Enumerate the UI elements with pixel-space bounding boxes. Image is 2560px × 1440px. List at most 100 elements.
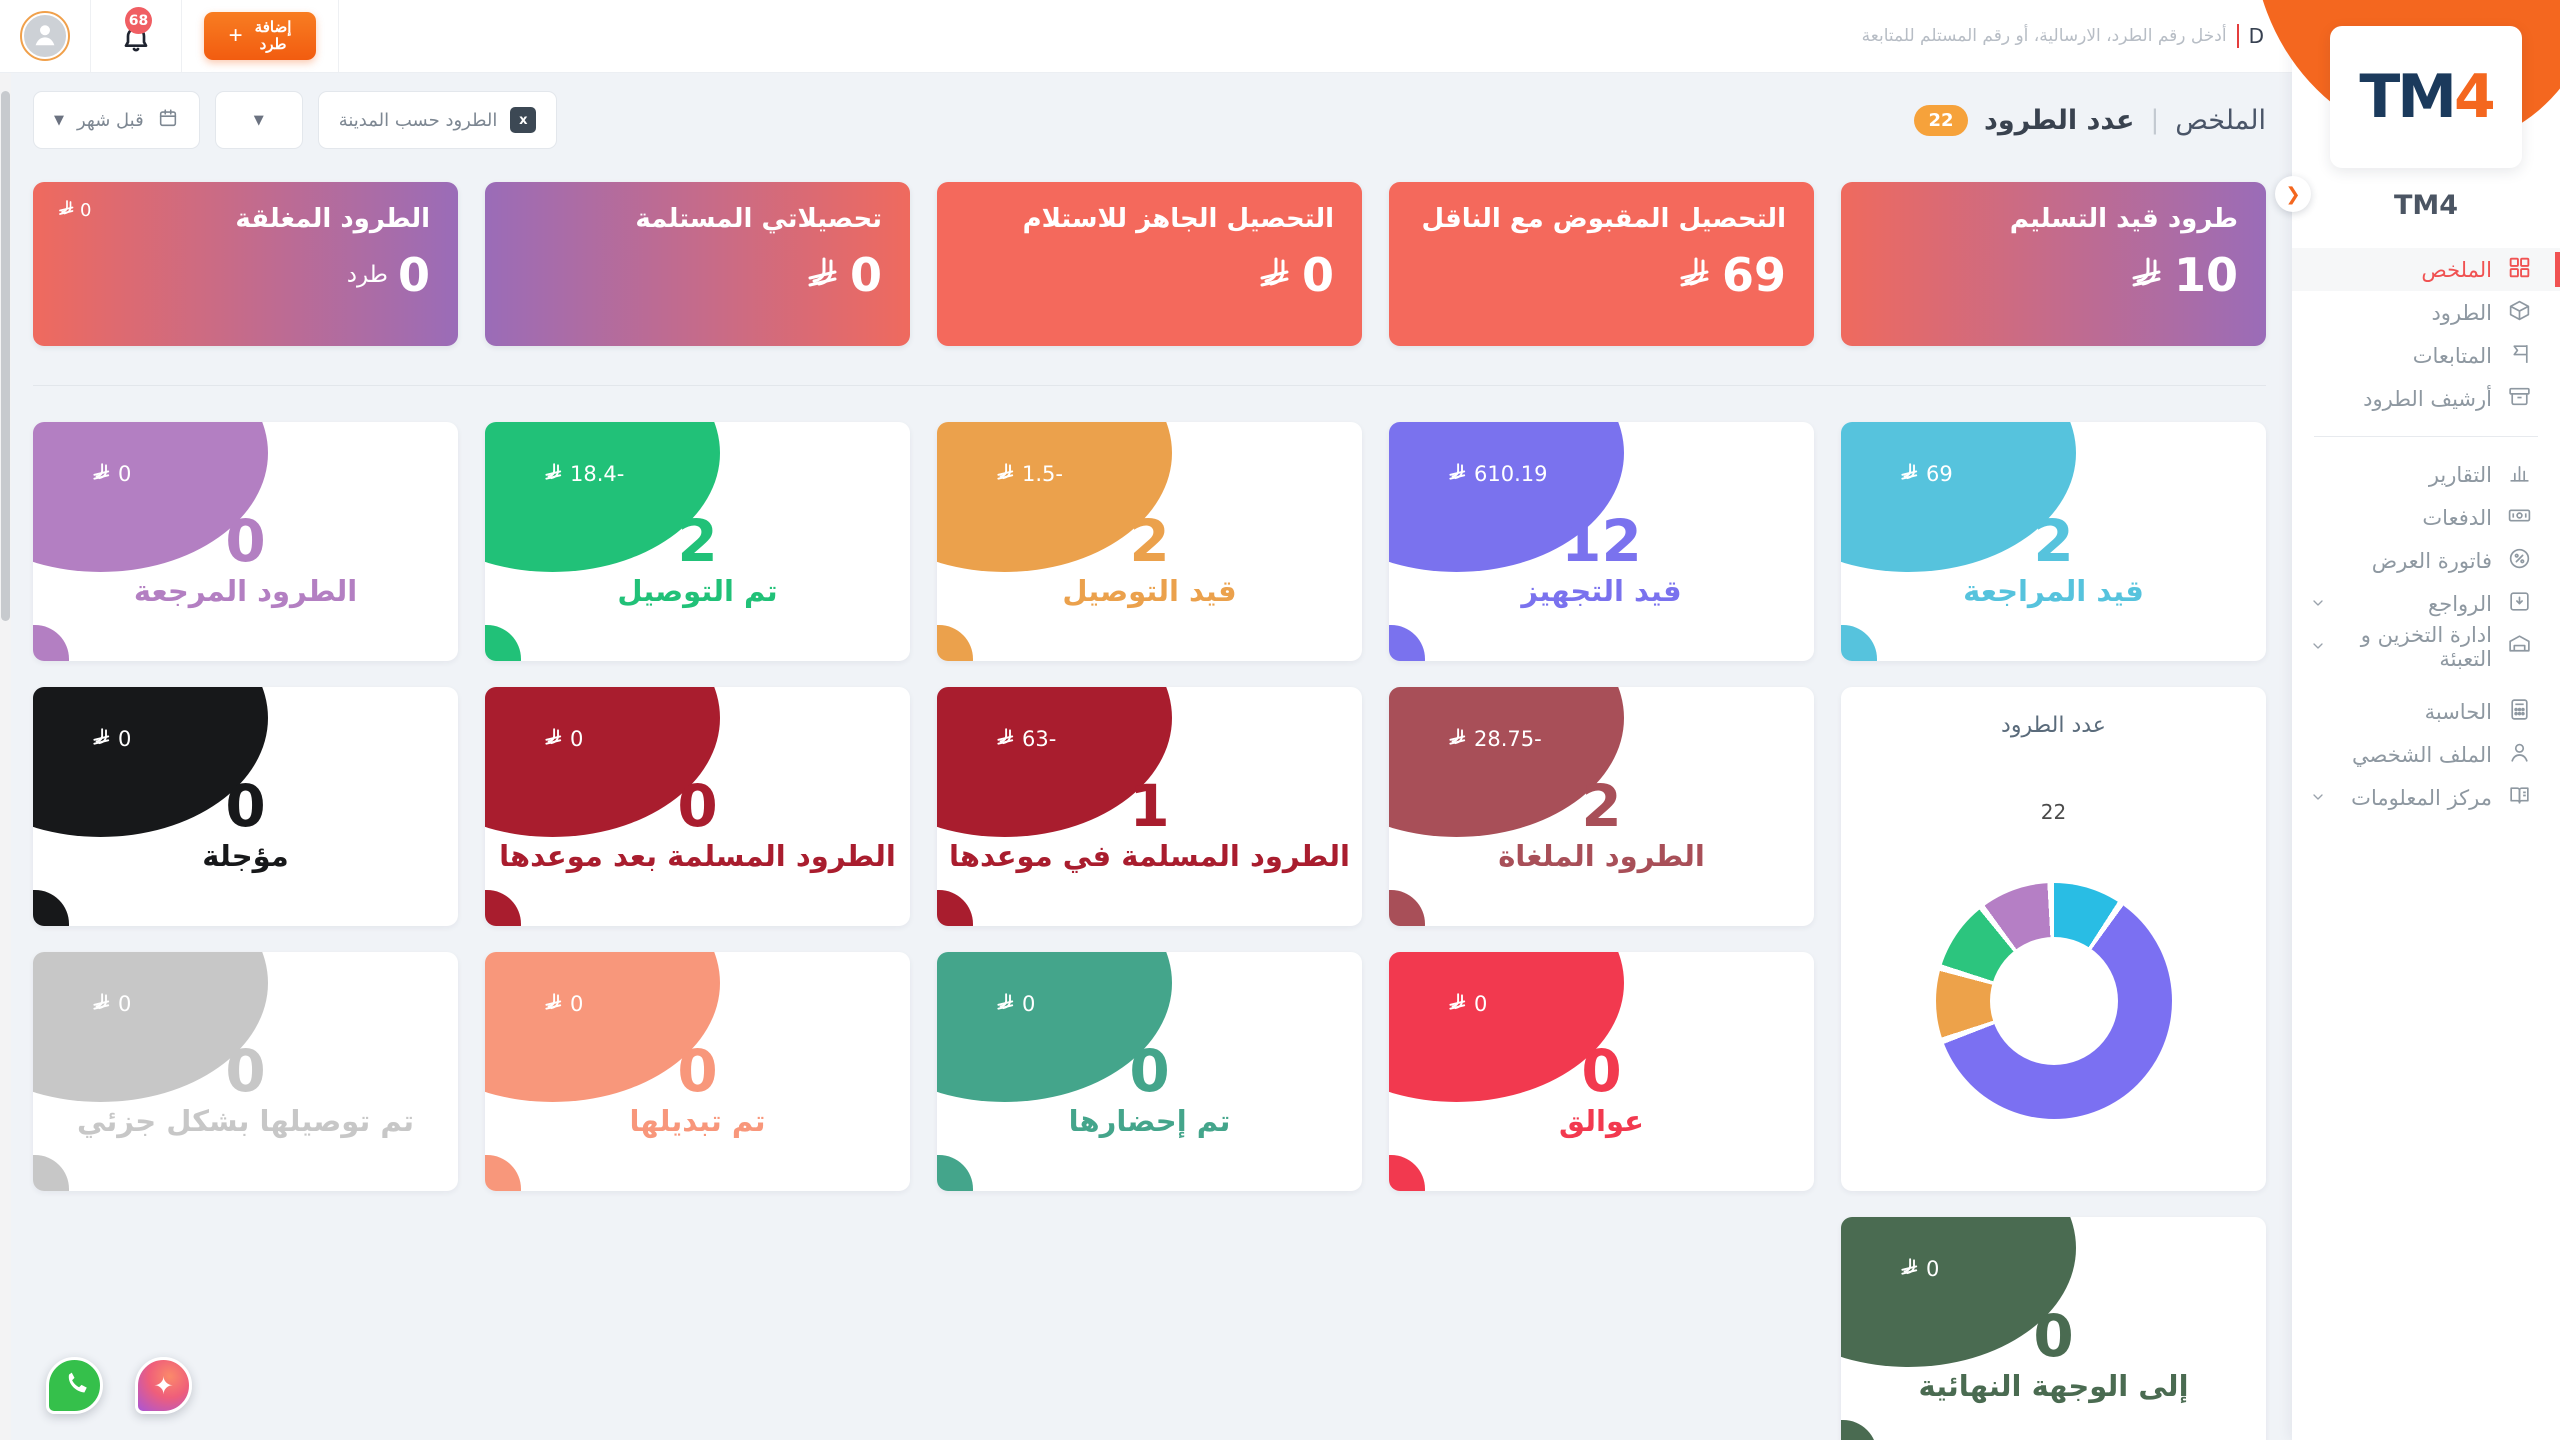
- status-label: تم التوصيل: [617, 573, 778, 608]
- sidebar-item-label: الطرود: [2431, 300, 2492, 325]
- sidebar-item-followups[interactable]: المتابعات: [2292, 334, 2560, 377]
- parcels-by-city-button[interactable]: x الطرود حسب المدينة: [317, 91, 558, 149]
- breadcrumb: الملخص | عدد الطرود 22: [1914, 104, 2266, 136]
- add-parcel-button[interactable]: إضافة طرد +: [204, 12, 316, 60]
- sidebar-item-label: التقارير: [2428, 462, 2492, 487]
- page-subtitle: عدد الطرود: [1984, 104, 2135, 136]
- sidebar-item-label: الملف الشخصي: [2352, 742, 2492, 767]
- excel-file-icon: x: [510, 107, 537, 133]
- summary-card-closed-parcels[interactable]: 0 الطرود المغلقة 0 طرد: [33, 182, 458, 346]
- sar-currency-icon: [1447, 727, 1467, 751]
- calculator-icon: [2507, 697, 2532, 727]
- vertical-scrollbar: [0, 73, 11, 1440]
- chevron-down-icon: ▼: [253, 112, 264, 128]
- ai-assistant-chat-button[interactable]: ✦: [135, 1357, 192, 1414]
- corner-amount: -1.5: [995, 462, 1063, 486]
- summary-card-my-received-collections[interactable]: تحصيلاتي المستلمة 0: [485, 182, 910, 346]
- status-card-to-final-destination[interactable]: 0 0 إلى الوجهة النهائية: [1841, 1217, 2266, 1440]
- summary-card-label: التحصيل الجاهز للاستلام: [1022, 204, 1334, 234]
- status-card-cancelled[interactable]: -28.75 2 الطرود الملغاة: [1389, 687, 1814, 926]
- status-card-out-for-delivery[interactable]: -1.5 2 قيد التوصيل: [937, 422, 1362, 661]
- empty-filter-select[interactable]: ▼: [214, 91, 303, 149]
- scrollbar-thumb[interactable]: [1, 91, 10, 621]
- status-label: مؤجلة: [202, 838, 289, 873]
- sidebar-item-reports[interactable]: التقارير: [2292, 453, 2560, 496]
- status-card-delivered[interactable]: -18.4 2 تم التوصيل: [485, 422, 910, 661]
- user-icon: [2507, 740, 2532, 770]
- page-title-row: الملخص | عدد الطرود 22 x الطرود حسب المد…: [33, 90, 2266, 150]
- sar-currency-icon: [543, 992, 563, 1016]
- sar-currency-icon: [1447, 462, 1467, 486]
- inbox-down-icon: [2507, 589, 2532, 619]
- status-card-returned[interactable]: 0 0 الطرود المرجعة: [33, 422, 458, 661]
- notifications-bell-button[interactable]: 68: [113, 7, 159, 59]
- status-value: 0: [225, 506, 266, 575]
- brand-logo[interactable]: TM4: [2330, 26, 2522, 168]
- page-title: الملخص: [2175, 104, 2266, 136]
- status-label: الطرود الملغاة: [1498, 838, 1705, 873]
- sar-currency-icon: [57, 200, 75, 221]
- status-value: 0: [225, 1036, 266, 1105]
- status-card-stuck[interactable]: 0 0 عوالق: [1389, 952, 1814, 1191]
- status-card-postponed[interactable]: 0 0 مؤجلة: [33, 687, 458, 926]
- sidebar-item-profile[interactable]: الملف الشخصي: [2292, 733, 2560, 776]
- sar-currency-icon: [995, 462, 1015, 486]
- status-value: 12: [1561, 506, 1642, 575]
- sidebar-item-label: الملخص: [2421, 257, 2492, 282]
- user-avatar[interactable]: [20, 11, 70, 61]
- chevron-down-icon: ▼: [54, 112, 64, 128]
- status-label: إلى الوجهة النهائية: [1918, 1368, 2189, 1403]
- sidebar-item-label: فاتورة العرض: [2371, 548, 2492, 573]
- summary-card-collected-with-carrier[interactable]: التحصيل المقبوض مع الناقل 69: [1389, 182, 1814, 346]
- status-card-delivered-late[interactable]: 0 0 الطرود المسلمة بعد موعدها: [485, 687, 910, 926]
- parcel-count-chart-card[interactable]: عدد الطرود 22: [1841, 687, 2266, 1191]
- period-filter-select[interactable]: قبل شهر ▼: [33, 91, 200, 149]
- title-separator: |: [2150, 105, 2160, 135]
- summary-card-ready-to-collect[interactable]: التحصيل الجاهز للاستلام 0: [937, 182, 1362, 346]
- status-value: 0: [677, 771, 718, 840]
- sidebar-item-storage-packing[interactable]: ادارة التخزين و التعبئة: [2292, 622, 2560, 671]
- sar-currency-icon: [543, 727, 563, 751]
- corner-amount: -18.4: [543, 462, 624, 486]
- status-value: 0: [677, 1036, 718, 1105]
- filters: x الطرود حسب المدينة ▼ قبل شهر ▼: [33, 91, 558, 149]
- sidebar: TM4 TM4 ❮ الملخص الطرود المتابعات أرشيف …: [2252, 0, 2560, 1440]
- status-label: الطرود المرجعة: [133, 573, 358, 608]
- sidebar-item-returns[interactable]: الرواجع: [2292, 582, 2560, 625]
- status-card-partially-delivered[interactable]: 0 0 تم توصيلها بشكل جزئي: [33, 952, 458, 1191]
- whatsapp-button[interactable]: [46, 1357, 103, 1414]
- status-label: قيد التوصيل: [1062, 573, 1237, 608]
- header-divider: [338, 0, 339, 72]
- donut-chart: [1935, 883, 2172, 1119]
- sar-currency-icon: [804, 257, 840, 293]
- sidebar-item-quote-invoice[interactable]: فاتورة العرض: [2292, 539, 2560, 582]
- header-divider: [181, 0, 182, 72]
- status-card-under-review[interactable]: 69 2 قيد المراجعة: [1841, 422, 2266, 661]
- sidebar-item-info-center[interactable]: مركز المعلومات: [2292, 776, 2560, 819]
- status-card-preparing[interactable]: 610.19 12 قيد التجهيز: [1389, 422, 1814, 661]
- sidebar-item-label: ادارة التخزين و التعبئة: [2360, 622, 2492, 671]
- status-card-exchanged[interactable]: 0 0 تم تبديلها: [485, 952, 910, 1191]
- warehouse-icon: [2507, 632, 2532, 662]
- status-label: عوالق: [1559, 1103, 1644, 1138]
- corner-amount: 0: [1447, 992, 1487, 1016]
- add-parcel-label: إضافة طرد: [254, 18, 292, 53]
- whatsapp-phone-icon: [60, 1369, 90, 1403]
- sidebar-item-parcel-archive[interactable]: أرشيف الطرود: [2292, 377, 2560, 420]
- sidebar-item-calculator[interactable]: الحاسبة: [2292, 690, 2560, 733]
- status-label: تم توصيلها بشكل جزئي: [76, 1103, 415, 1138]
- sar-currency-icon: [91, 727, 111, 751]
- sidebar-item-payments[interactable]: الدفعات: [2292, 496, 2560, 539]
- header-controls: إضافة طرد + 68: [0, 0, 339, 72]
- grid-icon: [2507, 255, 2532, 285]
- search-input[interactable]: D أدخل رقم الطرد، الارسالية، أو رقم المس…: [1862, 24, 2292, 48]
- sidebar-item-label: المتابعات: [2412, 343, 2492, 368]
- status-value: 2: [677, 506, 718, 575]
- status-value: 0: [1129, 1036, 1170, 1105]
- sidebar-item-parcels[interactable]: الطرود: [2292, 291, 2560, 334]
- sidebar-collapse-button[interactable]: ❮: [2275, 176, 2311, 212]
- summary-card-in-delivery[interactable]: طرود قيد التسليم 10: [1841, 182, 2266, 346]
- sidebar-item-summary[interactable]: الملخص: [2292, 248, 2560, 291]
- status-card-brought-back[interactable]: 0 0 تم إحضارها: [937, 952, 1362, 1191]
- status-card-delivered-on-time[interactable]: -63 1 الطرود المسلمة في موعدها: [937, 687, 1362, 926]
